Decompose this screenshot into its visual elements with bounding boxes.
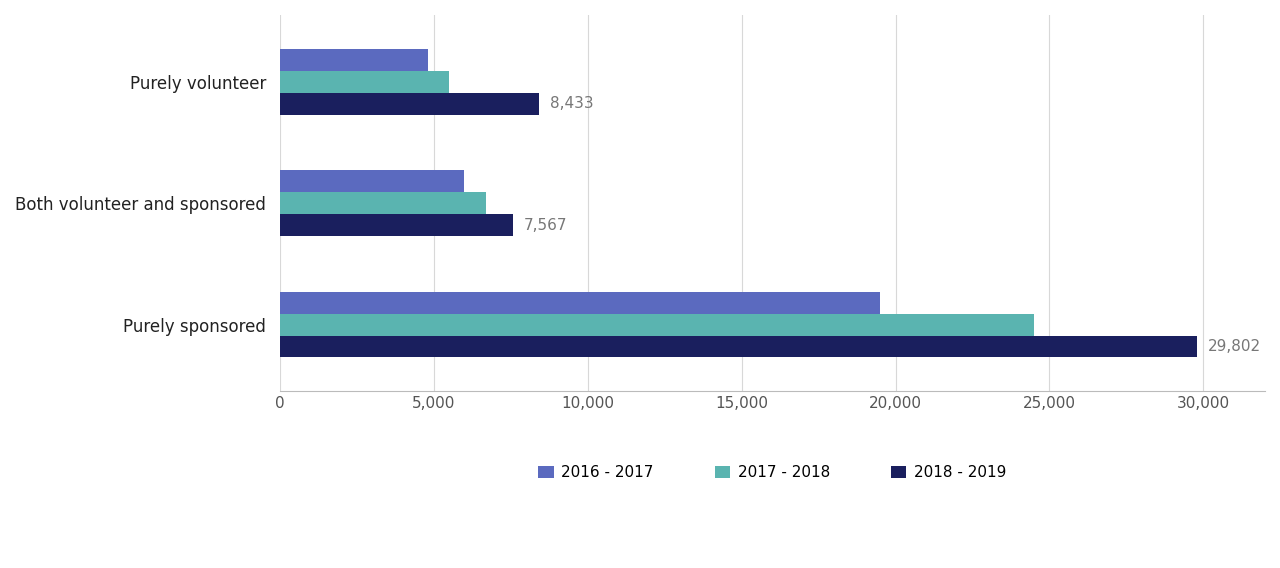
Text: 7,567: 7,567: [524, 218, 567, 232]
Bar: [280, 71, 449, 93]
Bar: [280, 292, 881, 314]
Bar: [280, 93, 539, 115]
Bar: [280, 214, 513, 236]
Bar: [280, 336, 1197, 357]
Text: 29,802: 29,802: [1208, 339, 1261, 354]
Bar: [280, 170, 465, 192]
Bar: [280, 192, 486, 214]
Bar: [280, 49, 428, 71]
Bar: [280, 314, 1034, 336]
Legend: 2016 - 2017, 2017 - 2018, 2018 - 2019: 2016 - 2017, 2017 - 2018, 2018 - 2019: [532, 459, 1012, 486]
Text: 8,433: 8,433: [550, 96, 594, 111]
